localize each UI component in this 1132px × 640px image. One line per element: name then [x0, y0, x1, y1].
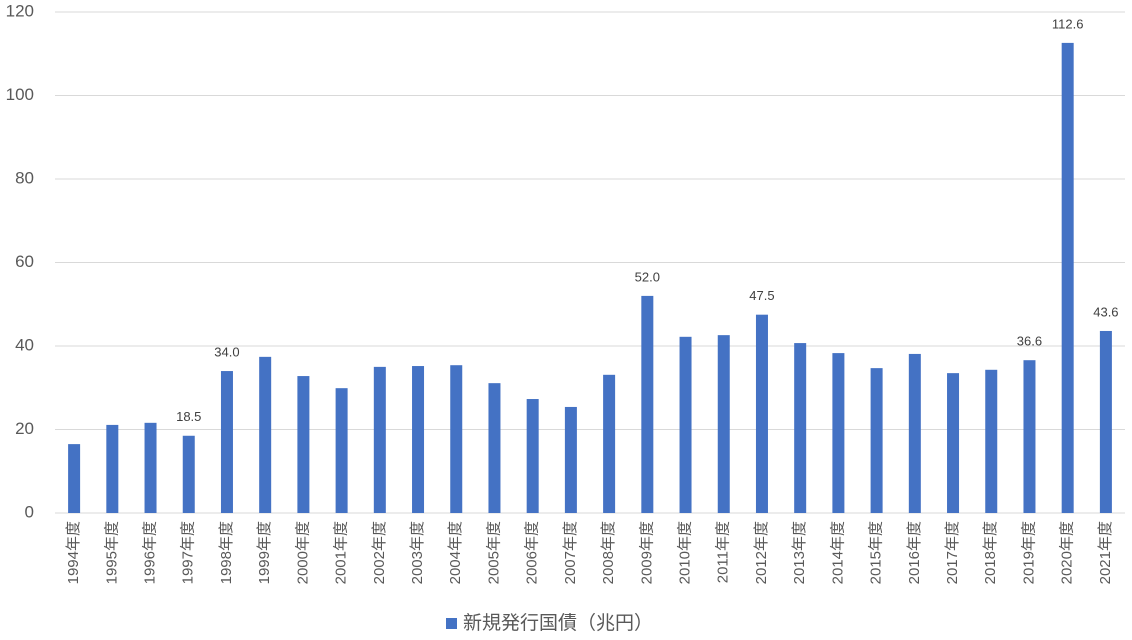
x-tick-label: 2014年度 [829, 521, 846, 584]
legend-swatch [446, 618, 457, 629]
data-label: 47.5 [749, 288, 774, 303]
data-label: 52.0 [635, 269, 660, 284]
bar [1061, 42, 1074, 514]
x-tick-label: 2011年度 [715, 521, 732, 583]
x-tick-label: 2017年度 [944, 521, 961, 584]
y-tick-label: 40 [15, 335, 34, 354]
x-tick-label: 1998年度 [218, 521, 235, 584]
y-tick-label: 120 [6, 1, 34, 20]
bar [412, 366, 425, 513]
y-tick-label: 80 [15, 168, 34, 187]
y-tick-label: 0 [25, 502, 34, 521]
x-tick-label: 2006年度 [524, 521, 541, 584]
x-tick-label: 2019年度 [1020, 521, 1037, 584]
bar [1099, 330, 1112, 513]
bar [526, 399, 539, 513]
bar [450, 365, 463, 513]
y-tick-label: 100 [6, 85, 34, 104]
legend-label: 新規発行国債（兆円） [463, 612, 653, 634]
bar [68, 444, 81, 513]
x-tick-label: 2012年度 [753, 521, 770, 584]
x-tick-label: 2008年度 [600, 521, 617, 584]
bar [220, 371, 233, 513]
x-tick-label: 2001年度 [333, 521, 350, 584]
bar [832, 353, 845, 513]
x-tick-label: 2018年度 [982, 521, 999, 584]
bar [144, 422, 157, 513]
x-tick-label: 1994年度 [65, 521, 82, 584]
data-label: 112.6 [1052, 16, 1084, 31]
x-tick-label: 2007年度 [562, 521, 579, 584]
x-tick-label: 2000年度 [294, 521, 311, 584]
x-tick-label: 2013年度 [791, 521, 808, 584]
bar [373, 366, 386, 513]
x-tick-label: 1997年度 [180, 521, 197, 584]
x-tick-label: 2010年度 [677, 521, 694, 584]
bar [717, 335, 730, 513]
bar [297, 376, 310, 513]
x-tick-label: 1996年度 [142, 521, 159, 584]
x-tick-label: 2005年度 [485, 521, 502, 584]
bar [259, 356, 272, 513]
data-label: 43.6 [1093, 304, 1118, 319]
bar [603, 374, 616, 513]
bar [564, 406, 577, 513]
x-tick-label: 2003年度 [409, 521, 426, 584]
x-tick-label: 2015年度 [868, 521, 885, 584]
bar [335, 388, 348, 513]
bar [947, 373, 960, 513]
x-tick-label: 2009年度 [638, 521, 655, 584]
x-tick-label: 1999年度 [256, 521, 273, 584]
bar [870, 368, 883, 513]
data-label: 36.6 [1017, 334, 1042, 349]
x-tick-label: 1995年度 [103, 521, 120, 584]
x-tick-label: 2016年度 [906, 521, 923, 584]
y-tick-label: 60 [15, 252, 34, 271]
bar [106, 424, 119, 513]
bar [794, 343, 807, 513]
bar [679, 336, 692, 513]
bar [985, 369, 998, 513]
x-tick-label: 2002年度 [371, 521, 388, 584]
bar [908, 353, 921, 513]
y-tick-label: 20 [15, 419, 34, 438]
x-tick-label: 2021年度 [1097, 521, 1114, 584]
bar [182, 435, 195, 513]
x-tick-label: 2004年度 [447, 521, 464, 584]
bar [755, 314, 768, 513]
bar [488, 383, 501, 513]
x-tick-label: 2020年度 [1059, 521, 1076, 584]
bar [641, 295, 654, 513]
bar [1023, 360, 1036, 513]
data-label: 34.0 [214, 344, 239, 359]
data-label: 18.5 [176, 409, 201, 424]
